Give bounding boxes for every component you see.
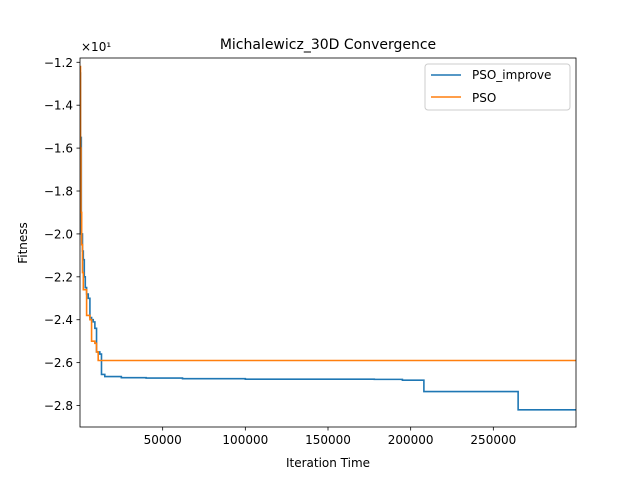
axes-frame: [79, 57, 577, 428]
series-line-pso: [80, 65, 576, 362]
y-tick-label: −2.8: [44, 399, 73, 413]
y-axis-ticks: −2.8 −2.6 −2.4 −2.2 −2.0 −1.8 −1.6 −1.4 −1.2: [44, 56, 80, 413]
x-axis-title: Iteration Time: [286, 456, 370, 470]
legend: PSO_improve PSO: [424, 63, 571, 111]
legend-box: [424, 63, 571, 111]
y-tick-label: −2.0: [44, 227, 73, 241]
series-layer: [80, 65, 576, 411]
y-tick-label: −2.6: [44, 356, 73, 370]
x-tick-label: 200000: [388, 433, 434, 447]
y-axis-offset-text: ×10¹: [81, 40, 111, 54]
y-tick-label: −1.2: [44, 56, 73, 70]
legend-label-pso-improve: PSO_improve: [472, 68, 551, 82]
chart-title: Michalewicz_30D Convergence: [220, 37, 436, 53]
y-tick-label: −1.6: [44, 142, 73, 156]
x-tick-label: 50000: [144, 433, 182, 447]
legend-label-pso: PSO: [472, 91, 496, 105]
y-tick-label: −2.4: [44, 313, 73, 327]
x-tick-label: 250000: [470, 433, 516, 447]
y-tick-label: −2.2: [44, 270, 73, 284]
x-axis-ticks: 50000 100000 150000 200000 250000: [144, 427, 516, 447]
y-tick-label: −1.4: [44, 99, 73, 113]
plot-area: [80, 65, 576, 411]
series-line-pso-improve: [80, 72, 576, 411]
x-tick-label: 150000: [305, 433, 351, 447]
x-tick-label: 100000: [222, 433, 268, 447]
y-tick-label: −1.8: [44, 185, 73, 199]
y-axis-title: Fitness: [16, 222, 30, 264]
